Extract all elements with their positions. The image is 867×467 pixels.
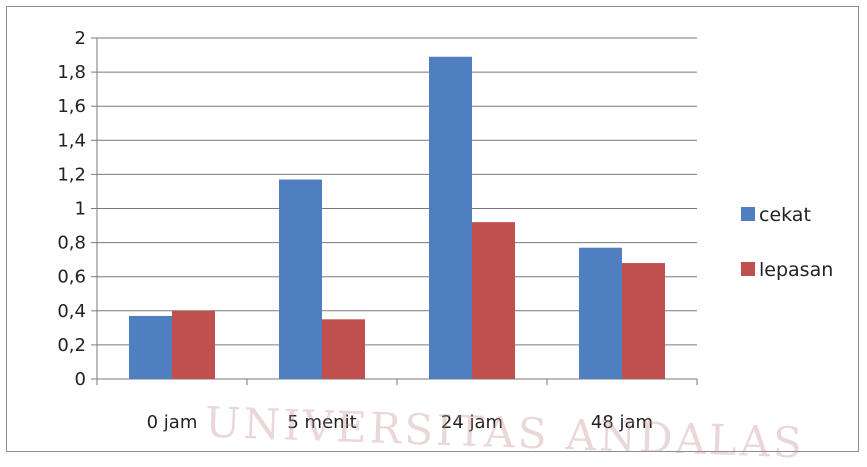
bar-cekat — [429, 56, 472, 379]
y-tick-label: 1,2 — [57, 164, 86, 185]
legend-label-cekat: cekat — [759, 204, 811, 226]
y-tick-label: 1,8 — [57, 62, 86, 83]
legend-label-lepasan: lepasan — [759, 259, 833, 281]
bar-lepasan — [172, 310, 215, 379]
y-tick-label: 1,4 — [57, 130, 86, 151]
y-tick-label: 0,8 — [57, 233, 86, 254]
y-tick-label: 0,6 — [57, 267, 86, 288]
legend-swatch-cekat — [741, 207, 755, 221]
y-tick-label: 1 — [75, 199, 86, 220]
y-tick-label: 2 — [75, 28, 86, 49]
bar-cekat — [579, 247, 622, 379]
y-tick-label: 0 — [75, 369, 86, 390]
x-tick-label: 48 jam — [591, 412, 653, 433]
bar-cekat — [279, 179, 322, 379]
y-tick-label: 0,2 — [57, 335, 86, 356]
bar-cekat — [129, 315, 172, 379]
bar-lepasan — [472, 222, 515, 379]
bar-lepasan — [622, 263, 665, 379]
legend-swatch-lepasan — [741, 262, 755, 276]
x-tick-label: 5 menit — [287, 412, 356, 433]
y-tick-label: 1,6 — [57, 96, 86, 117]
x-tick-label: 24 jam — [441, 412, 503, 433]
x-tick-label: 0 jam — [147, 412, 198, 433]
y-tick-label: 0,4 — [57, 301, 86, 322]
bar-lepasan — [322, 319, 365, 379]
